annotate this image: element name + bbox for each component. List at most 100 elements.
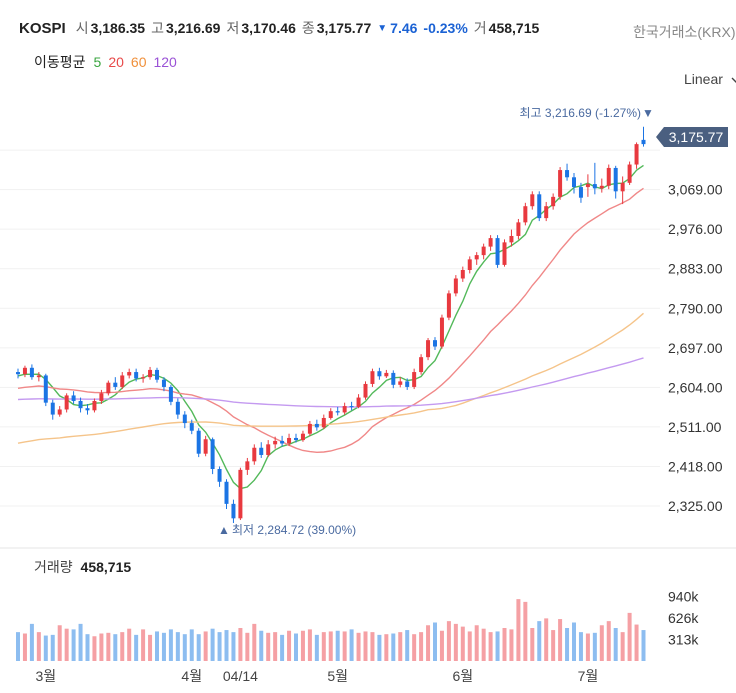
- candle-body: [127, 372, 132, 376]
- candle-body: [467, 259, 472, 270]
- volume-bar: [273, 632, 278, 661]
- candle-body: [613, 167, 618, 192]
- volume-bar: [182, 634, 187, 661]
- change-down-icon: ▼: [377, 22, 388, 34]
- candle-body: [314, 423, 319, 428]
- volume-bar: [433, 622, 437, 661]
- x-tick-label: 5월: [327, 668, 348, 684]
- candle-body: [294, 437, 298, 441]
- candle-body: [446, 293, 451, 318]
- exchange-name: 한국거래소(KRX): [633, 24, 736, 40]
- candle-body: [64, 395, 69, 410]
- candle-body: [439, 317, 444, 347]
- volume-bar: [120, 632, 125, 661]
- candle-body: [349, 406, 354, 408]
- volume-bar: [613, 628, 618, 661]
- volume-bar: [474, 625, 479, 661]
- volume-bar: [217, 632, 222, 661]
- candle-body: [266, 444, 271, 455]
- candle-body: [419, 357, 424, 373]
- candle-body: [168, 386, 173, 402]
- volume-bar: [530, 628, 535, 661]
- volume-bar: [16, 632, 20, 661]
- candle-body: [384, 372, 389, 377]
- x-tick-label: 04/14: [223, 668, 258, 684]
- volume-bar: [57, 625, 62, 661]
- candle-body: [141, 377, 146, 379]
- volume-bar: [585, 633, 590, 661]
- volume-bar: [78, 623, 83, 661]
- candle-body: [516, 222, 521, 236]
- volume-bar: [439, 630, 444, 661]
- candle-body: [433, 340, 437, 347]
- volume-bar: [398, 632, 403, 661]
- candle-body: [43, 375, 48, 403]
- candle-body: [426, 340, 431, 358]
- last-price-badge-text: 3,175.77: [669, 129, 724, 145]
- volume-bar: [168, 629, 173, 661]
- candle-body: [252, 447, 257, 462]
- low-annotation: 최저 2,284.72 (39.00%): [232, 523, 356, 537]
- volume-bar: [599, 625, 604, 661]
- candle-body: [280, 440, 285, 444]
- candle-body: [71, 395, 76, 401]
- candle-body: [92, 400, 97, 411]
- candle-body: [356, 397, 361, 407]
- candle-body: [16, 372, 20, 375]
- change-value: 7.46: [390, 20, 418, 36]
- candle-body: [78, 400, 83, 409]
- candle-body: [627, 164, 632, 183]
- close-label: 종: [301, 20, 315, 36]
- x-tick-label: 7월: [578, 668, 599, 684]
- volume-bar: [342, 631, 347, 661]
- volume-bar: [224, 630, 229, 661]
- volume-bar: [245, 632, 250, 661]
- last-price-badge-shape: [656, 127, 728, 147]
- candle-body: [606, 167, 611, 186]
- candle-body: [328, 411, 333, 418]
- volume-bar: [238, 628, 243, 661]
- candle-body: [523, 206, 528, 223]
- volume-bar: [29, 623, 34, 661]
- volume-bar: [134, 634, 139, 661]
- symbol[interactable]: KOSPI: [19, 19, 66, 37]
- low-value: 3,170.46: [241, 20, 296, 36]
- volume-bar: [578, 632, 583, 661]
- volume-panel-title: 거래량 458,715: [34, 557, 131, 577]
- volume-bar: [565, 628, 570, 661]
- high-label: 고: [151, 20, 164, 36]
- volume-bar: [43, 635, 48, 661]
- volume-bar: [377, 634, 382, 661]
- price-tick-label: 3,069.00: [668, 182, 723, 198]
- candle-body: [85, 408, 90, 411]
- volume-bar: [36, 632, 41, 661]
- candle-body: [217, 469, 222, 482]
- volume-bar: [370, 632, 375, 661]
- candle-body: [50, 402, 55, 415]
- volume-bar: [210, 628, 215, 661]
- volume-bar: [356, 632, 361, 661]
- candle-body: [175, 401, 180, 415]
- ma-5-line: [17, 164, 644, 490]
- volume-bar: [64, 628, 69, 661]
- price-tick-label: 2,883.00: [668, 261, 723, 277]
- volume-bar: [523, 601, 528, 661]
- candle-body: [460, 269, 465, 279]
- candle-body: [335, 411, 340, 413]
- moving-average-legend[interactable]: 이동평균 5 20 60 120: [34, 52, 184, 72]
- high-marker-icon: ▼: [642, 106, 654, 120]
- volume-bar: [481, 628, 486, 661]
- volume-bar: [155, 631, 159, 661]
- price-tick-label: 2,976.00: [668, 221, 723, 237]
- volume-panel-label: 거래량: [34, 559, 73, 575]
- ma-120-line: [17, 357, 644, 408]
- volume-tick-label: 313k: [668, 631, 699, 647]
- volume-bar: [252, 623, 257, 661]
- ma-20-label: 20: [108, 54, 124, 70]
- x-tick-label: 3월: [35, 668, 56, 684]
- volume-bar: [148, 634, 153, 661]
- volume-bar: [106, 632, 111, 661]
- candle-body: [134, 372, 139, 379]
- volume-bar: [426, 625, 431, 661]
